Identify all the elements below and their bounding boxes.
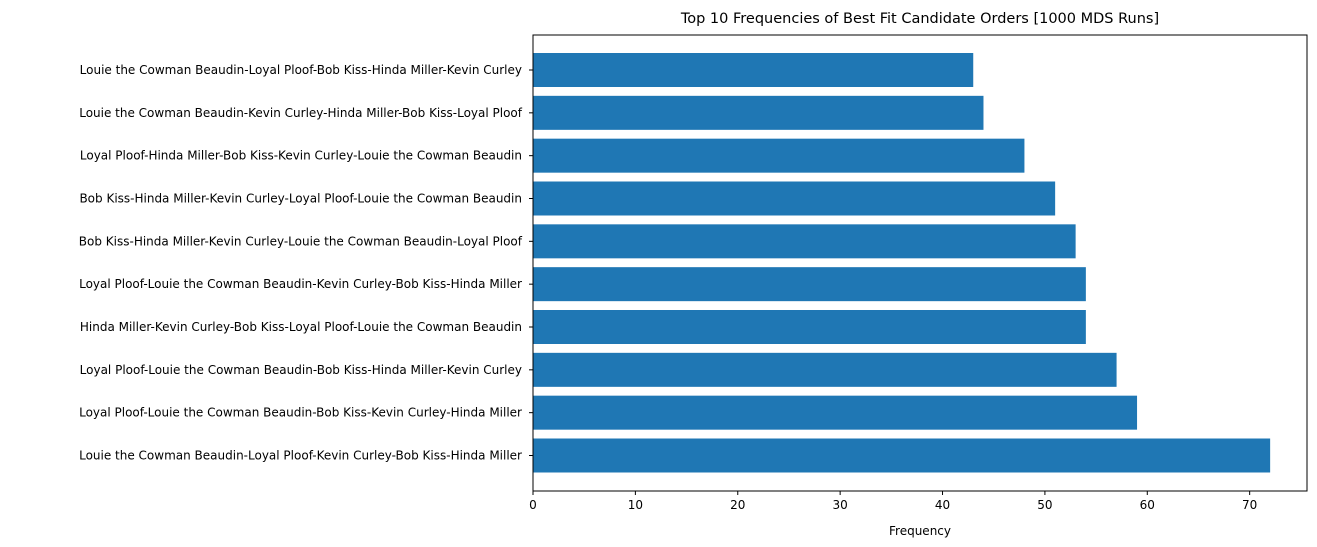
- bar-6: [533, 224, 1076, 259]
- chart-title: Top 10 Frequencies of Best Fit Candidate…: [680, 11, 1159, 27]
- bar-9: [533, 95, 984, 130]
- y-tick-label: Bob Kiss-Hinda Miller-Kevin Curley-Louie…: [79, 234, 523, 248]
- x-tick-label: 50: [1037, 498, 1052, 512]
- bar-1: [533, 438, 1271, 473]
- x-axis: 0 10 20 30 40 50 60 70: [529, 491, 1257, 512]
- plot-frame: [532, 34, 1308, 492]
- y-tick-label: Hinda Miller-Kevin Curley-Bob Kiss-Loyal…: [80, 320, 522, 334]
- bar-5: [533, 267, 1086, 302]
- y-tick-label: Loyal Ploof-Louie the Cowman Beaudin-Bob…: [80, 363, 522, 377]
- y-tick-label: Loyal Ploof-Louie the Cowman Beaudin-Kev…: [79, 277, 522, 291]
- x-tick-label: 20: [730, 498, 745, 512]
- x-tick-label: 10: [628, 498, 643, 512]
- y-tick-label: Louie the Cowman Beaudin-Loyal Ploof-Kev…: [79, 449, 522, 463]
- y-tick-label: Louie the Cowman Beaudin-Kevin Curley-Hi…: [79, 106, 523, 120]
- x-axis-label: Frequency: [889, 524, 951, 538]
- y-axis: Louie the Cowman Beaudin-Loyal Ploof-Kev…: [79, 63, 533, 463]
- bar-2: [533, 395, 1138, 430]
- x-tick-label: 70: [1242, 498, 1257, 512]
- y-tick-label: Bob Kiss-Hinda Miller-Kevin Curley-Loyal…: [79, 192, 522, 206]
- bars-group: [533, 53, 1271, 473]
- bar-7: [533, 181, 1056, 216]
- y-tick-label: Louie the Cowman Beaudin-Loyal Ploof-Bob…: [80, 63, 522, 77]
- bar-3: [533, 352, 1117, 387]
- x-tick-label: 30: [833, 498, 848, 512]
- x-tick-label: 60: [1140, 498, 1155, 512]
- x-tick-label: 0: [529, 498, 537, 512]
- x-tick-label: 40: [935, 498, 950, 512]
- y-tick-label: Loyal Ploof-Louie the Cowman Beaudin-Bob…: [79, 406, 522, 420]
- bar-4: [533, 310, 1086, 344]
- bar-10: [533, 53, 974, 87]
- y-tick-label: Loyal Ploof-Hinda Miller-Bob Kiss-Kevin …: [80, 149, 522, 163]
- bar-8: [533, 138, 1025, 173]
